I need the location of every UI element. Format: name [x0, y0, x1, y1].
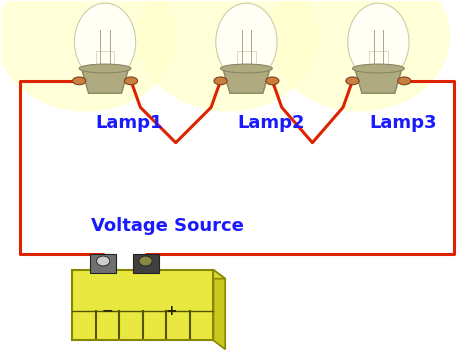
Polygon shape — [82, 68, 128, 93]
Text: Lamp2: Lamp2 — [237, 114, 304, 132]
Ellipse shape — [398, 77, 411, 85]
FancyBboxPatch shape — [90, 254, 116, 273]
Ellipse shape — [97, 256, 110, 266]
Ellipse shape — [124, 77, 137, 85]
Text: Voltage Source: Voltage Source — [91, 216, 244, 235]
Ellipse shape — [0, 0, 176, 111]
Ellipse shape — [266, 77, 279, 85]
Text: −: − — [101, 304, 113, 318]
FancyBboxPatch shape — [369, 51, 388, 67]
Ellipse shape — [214, 77, 227, 85]
Ellipse shape — [79, 64, 131, 73]
Ellipse shape — [74, 3, 136, 81]
Ellipse shape — [353, 64, 404, 73]
Text: Lamp1: Lamp1 — [96, 114, 163, 132]
Polygon shape — [213, 270, 225, 349]
Ellipse shape — [220, 64, 273, 73]
Ellipse shape — [138, 0, 317, 111]
Polygon shape — [72, 270, 225, 279]
FancyBboxPatch shape — [96, 51, 115, 67]
Ellipse shape — [73, 77, 86, 85]
FancyBboxPatch shape — [237, 51, 256, 67]
Ellipse shape — [346, 77, 359, 85]
Polygon shape — [223, 68, 270, 93]
Ellipse shape — [348, 3, 409, 81]
Ellipse shape — [139, 256, 152, 266]
FancyBboxPatch shape — [72, 270, 213, 340]
Text: Lamp3: Lamp3 — [369, 114, 437, 132]
Ellipse shape — [216, 3, 277, 81]
Text: +: + — [165, 304, 177, 318]
Polygon shape — [355, 68, 402, 93]
FancyBboxPatch shape — [133, 254, 158, 273]
Ellipse shape — [270, 0, 449, 111]
